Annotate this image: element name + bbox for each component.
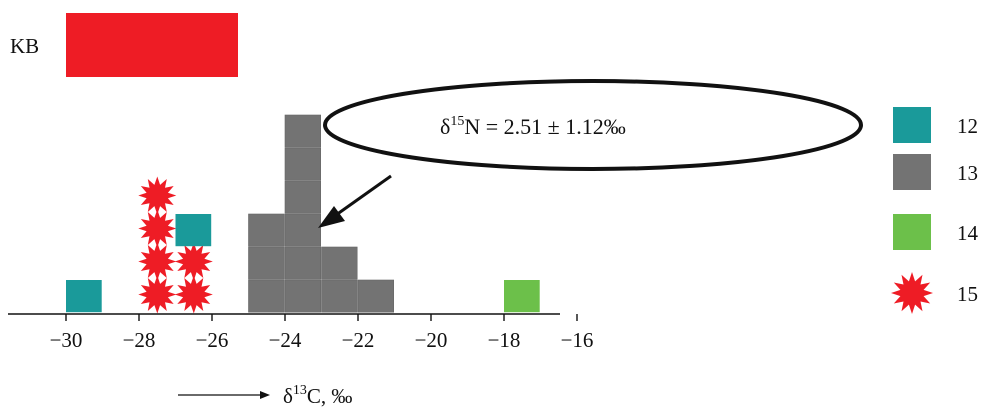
legend-marker-14: [893, 214, 931, 250]
histogram-cell-group-13: [284, 213, 322, 247]
marker-star-group-15: [138, 209, 177, 248]
histogram-cell-group-12: [66, 280, 102, 313]
legend: 12 13 14 15: [891, 107, 979, 314]
histogram-cell-group-13: [284, 180, 322, 214]
histogram-cells: [66, 114, 540, 314]
x-tick-label: −16: [561, 328, 594, 352]
marker-star-group-15: [174, 242, 213, 281]
histogram-cell-group-12: [175, 214, 212, 247]
legend-label-14: 14: [957, 221, 979, 245]
legend-marker-13: [893, 154, 931, 190]
annotation-value: = 2.51 ± 1.12‰: [480, 114, 625, 139]
histogram-cell-group-13: [248, 246, 285, 280]
annotation-superscript: 15: [450, 114, 464, 129]
x-axis-label: δ13C, ‰: [283, 383, 352, 408]
x-tick-label: −26: [196, 328, 229, 352]
histogram-cell-group-13: [248, 279, 285, 313]
x-axis-label-rest: C, ‰: [307, 384, 353, 408]
panel-label: KB: [10, 34, 39, 58]
x-tick-label: −20: [415, 328, 448, 352]
annotation-delta: δ: [440, 114, 450, 139]
histogram-cell-group-13: [284, 147, 322, 181]
x-axis-arrow: [178, 391, 270, 399]
x-tick-label: −22: [342, 328, 375, 352]
legend-marker-12: [893, 107, 931, 143]
marker-star-group-15: [138, 176, 177, 215]
x-tick-label: −24: [269, 328, 302, 352]
annotation-text: δ15N = 2.51 ± 1.12‰: [440, 114, 626, 139]
legend-marker-15: [891, 272, 933, 314]
x-axis-label-delta: δ: [283, 384, 293, 408]
histogram-cell-group-13: [321, 246, 358, 280]
histogram-cell-group-13: [284, 246, 322, 280]
histogram-cell-group-13: [284, 114, 322, 148]
x-tick-label: −28: [123, 328, 156, 352]
x-tick-label: −18: [488, 328, 521, 352]
x-tick-label: −30: [50, 328, 83, 352]
histogram-cell-group-13: [248, 213, 285, 247]
annotation-element: N: [464, 114, 480, 139]
panel-color-bar: [66, 13, 238, 77]
x-axis-ticks: −30 −28 −26 −24 −22 −20 −18 −16: [50, 314, 594, 352]
marker-star-group-15: [138, 275, 177, 314]
histogram-cell-group-13: [321, 279, 358, 313]
marker-star-group-15: [174, 275, 213, 314]
histogram-cell-group-14: [504, 280, 540, 313]
x-axis-label-superscript: 13: [293, 383, 307, 398]
marker-star-group-15: [138, 242, 177, 281]
legend-label-15: 15: [957, 282, 978, 306]
annotation-ellipse: [323, 79, 863, 171]
annotation-arrow: [318, 174, 392, 228]
legend-label-13: 13: [957, 161, 978, 185]
histogram-cell-group-13: [357, 279, 395, 313]
legend-label-12: 12: [957, 114, 978, 138]
histogram-cell-group-13: [284, 279, 322, 313]
